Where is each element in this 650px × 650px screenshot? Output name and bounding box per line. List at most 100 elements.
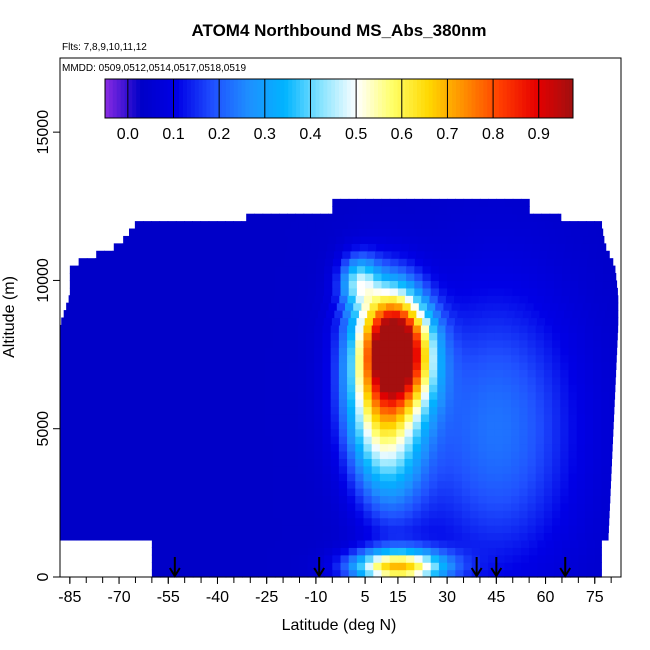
heatmap-cell — [547, 228, 557, 237]
heatmap-cell — [183, 399, 192, 408]
colorbar-segment — [186, 79, 192, 118]
heatmap-cell — [248, 465, 258, 474]
heatmap-cell — [479, 273, 489, 282]
heatmap-cell — [293, 228, 302, 237]
heatmap-cell — [430, 265, 440, 274]
heatmap-cell — [429, 376, 438, 385]
heatmap-cell — [221, 302, 231, 311]
heatmap-cell — [242, 554, 251, 563]
heatmap-cell — [593, 376, 602, 385]
colorbar-segment — [545, 79, 551, 118]
heatmap-cell — [609, 421, 614, 430]
heatmap-cell — [330, 473, 340, 482]
heatmap-cell — [76, 384, 86, 393]
heatmap-cell — [207, 488, 217, 497]
heatmap-cell — [158, 502, 168, 511]
y-tick-label: 5000 — [35, 411, 52, 447]
heatmap-cell — [517, 302, 527, 311]
heatmap-cell — [373, 539, 383, 548]
heatmap-cell — [306, 324, 315, 333]
heatmap-cell — [568, 413, 578, 422]
heatmap-cell — [576, 391, 586, 400]
heatmap-cell — [250, 273, 260, 282]
heatmap-cell — [101, 376, 110, 385]
heatmap-cell — [279, 302, 289, 311]
heatmap-cell — [125, 384, 135, 393]
heatmap-cell — [142, 399, 151, 408]
heatmap-cell — [109, 332, 119, 341]
heatmap-cell — [437, 517, 447, 526]
heatmap-cell — [315, 547, 325, 556]
heatmap-cell — [496, 547, 506, 556]
heatmap-cell — [192, 547, 202, 556]
heatmap-cell — [314, 525, 324, 534]
heatmap-cell — [150, 399, 160, 408]
heatmap-cell — [166, 399, 176, 408]
heatmap-cell — [511, 361, 520, 370]
heatmap-cell — [609, 361, 617, 370]
heatmap-cell — [92, 510, 102, 519]
heatmap-cell — [473, 310, 483, 319]
heatmap-cell — [486, 384, 496, 393]
heatmap-cell — [233, 287, 243, 296]
heatmap-cell — [242, 265, 251, 274]
heatmap-cell — [543, 428, 553, 437]
heatmap-cell — [519, 480, 529, 489]
heatmap-cell — [404, 502, 414, 511]
heatmap-cell — [127, 287, 137, 296]
heatmap-cell — [352, 235, 362, 244]
heatmap-cell — [527, 384, 537, 393]
heatmap-cell — [332, 198, 342, 207]
heatmap-cell — [348, 547, 358, 556]
heatmap-cell — [527, 458, 537, 467]
heatmap-cell — [568, 391, 578, 400]
heatmap-cell — [176, 265, 186, 274]
heatmap-cell — [582, 235, 592, 244]
heatmap-cell — [601, 399, 611, 408]
heatmap-cell — [174, 421, 184, 430]
heatmap-cell — [389, 539, 399, 548]
heatmap-cell — [314, 324, 324, 333]
heatmap-cell — [593, 502, 602, 511]
heatmap-cell — [63, 310, 73, 319]
heatmap-cell — [584, 428, 594, 437]
heatmap-cell — [558, 302, 568, 311]
heatmap-cell — [576, 406, 586, 415]
heatmap-cell — [256, 361, 266, 370]
heatmap-cell — [511, 458, 520, 467]
heatmap-cell — [336, 213, 346, 222]
heatmap-cell — [445, 525, 455, 534]
heatmap-cell — [193, 258, 203, 267]
heatmap-cell — [166, 473, 176, 482]
heatmap-cell — [184, 287, 194, 296]
heatmap-cell — [457, 228, 466, 237]
heatmap-cell — [60, 399, 69, 408]
heatmap-cell — [347, 406, 356, 415]
heatmap-cell — [92, 391, 102, 400]
colorbar-segment — [151, 79, 157, 118]
heatmap-cell — [339, 295, 349, 304]
heatmap-cell — [338, 502, 348, 511]
heatmap-cell — [232, 332, 242, 341]
heatmap-cell — [262, 213, 272, 222]
heatmap-cell — [406, 562, 415, 571]
heatmap-cell — [76, 332, 86, 341]
heatmap-cell — [356, 198, 366, 207]
heatmap-cell — [102, 273, 112, 282]
heatmap-cell — [324, 569, 333, 578]
heatmap-cell — [363, 488, 373, 497]
heatmap-cell — [511, 421, 520, 430]
heatmap-cell — [420, 369, 430, 378]
heatmap-cell — [160, 287, 169, 296]
heatmap-cell — [126, 317, 136, 326]
heatmap-cell — [557, 213, 562, 222]
heatmap-cell — [232, 384, 242, 393]
heatmap-cell — [373, 280, 383, 289]
heatmap-cell — [388, 406, 397, 415]
heatmap-cell — [92, 458, 102, 467]
heatmap-cell — [535, 525, 545, 534]
heatmap-cell — [324, 273, 333, 282]
heatmap-cell — [511, 391, 520, 400]
heatmap-cell — [447, 273, 456, 282]
heatmap-cell — [455, 280, 465, 289]
